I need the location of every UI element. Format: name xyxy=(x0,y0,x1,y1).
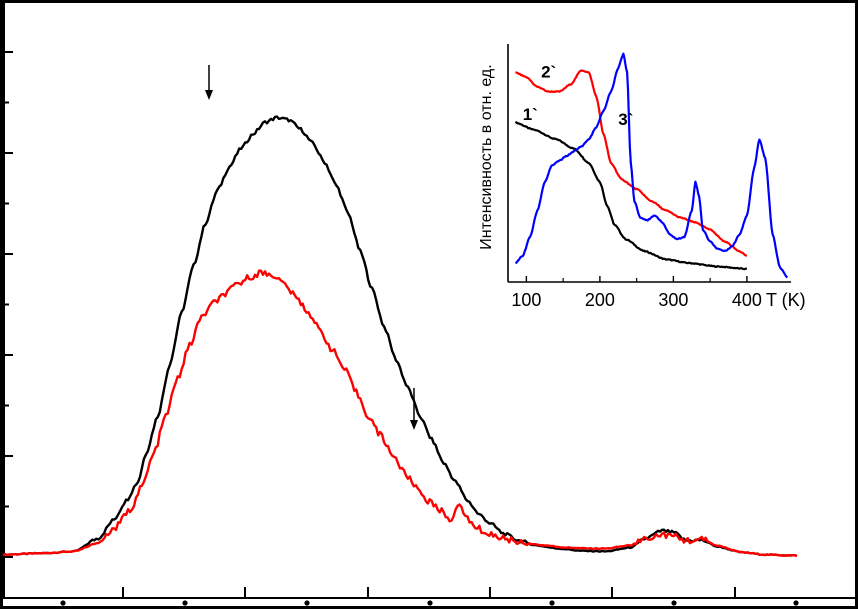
main-x-tick-minor xyxy=(182,600,188,606)
inset-series-label-2: 2` xyxy=(541,62,556,81)
main-x-tick-minor xyxy=(793,600,799,606)
inset-x-tick-label: 200 xyxy=(585,290,615,310)
inset-x-tick-label: 100 xyxy=(511,290,541,310)
main-x-tick-minor xyxy=(671,600,677,606)
arrow-right-shoulder-head xyxy=(410,420,418,430)
inset-background xyxy=(472,28,820,323)
inset-x-axis-label: T (K) xyxy=(766,290,806,310)
main-x-tick-minor xyxy=(549,600,555,606)
inset-chart: 100 200 300 400 T (K) Интенсивность в отн. ед… xyxy=(472,28,820,323)
main-series-red xyxy=(2,269,798,558)
inset-series-label-3: 3` xyxy=(618,110,633,129)
main-x-tick-minor xyxy=(304,600,310,606)
inset-series-1 xyxy=(514,121,747,271)
inset-series-3 xyxy=(514,52,789,279)
inset-x-tick-label: 400 xyxy=(732,290,762,310)
main-series-black xyxy=(2,115,798,558)
main-x-tick-minor xyxy=(427,600,433,606)
inset-y-axis-label: Интенсивность в отн. ед. xyxy=(478,64,495,249)
inset-x-tick-label: 300 xyxy=(658,290,688,310)
main-x-tick-minor xyxy=(60,600,66,606)
inset-series-label-1: 1` xyxy=(523,105,538,124)
arrow-left-peak-head xyxy=(205,90,213,100)
